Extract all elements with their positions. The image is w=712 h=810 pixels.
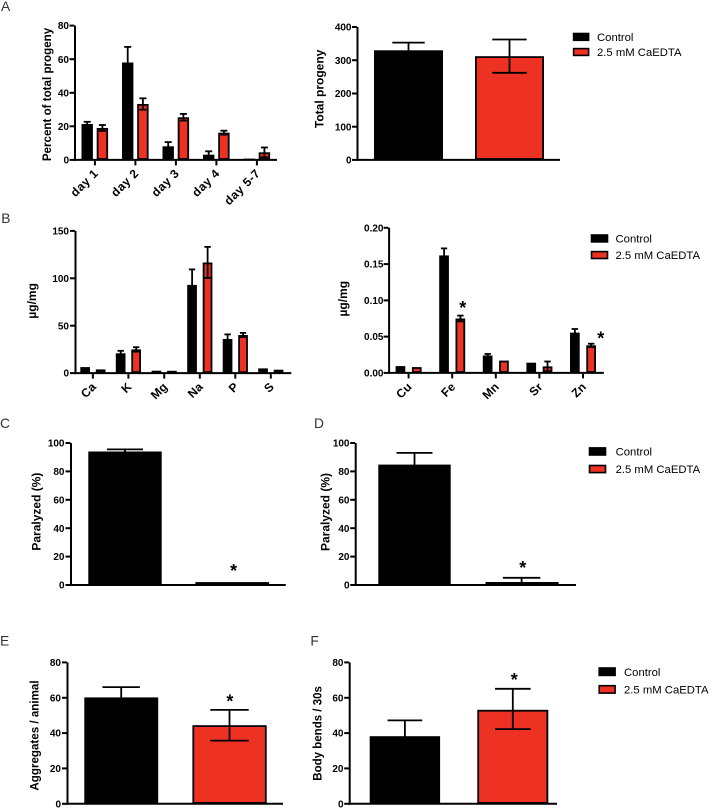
svg-text:40: 40: [58, 88, 70, 99]
svg-text:20: 20: [50, 764, 62, 775]
svg-text:50: 50: [58, 321, 70, 332]
svg-text:Control: Control: [616, 447, 652, 459]
svg-text:40: 40: [53, 524, 65, 535]
svg-text:100: 100: [333, 439, 350, 450]
svg-text:300: 300: [335, 56, 352, 67]
svg-text:2.5 mM CaEDTA: 2.5 mM CaEDTA: [616, 250, 701, 262]
svg-text:Paralyzed (%): Paralyzed (%): [30, 473, 44, 551]
svg-text:20: 20: [58, 122, 70, 133]
svg-text:Total progeny: Total progeny: [313, 49, 327, 128]
svg-text:60: 60: [50, 693, 62, 704]
svg-text:200: 200: [335, 89, 352, 100]
svg-text:60: 60: [58, 55, 70, 66]
svg-text:60: 60: [338, 495, 350, 506]
svg-text:*: *: [459, 298, 466, 318]
svg-text:µg/mg: µg/mg: [336, 281, 350, 317]
svg-text:Aggregates / animal: Aggregates / animal: [28, 680, 41, 790]
svg-text:Body bends / 30s: Body bends / 30s: [312, 686, 324, 781]
svg-text:0.20: 0.20: [364, 223, 384, 234]
svg-text:µg/mg: µg/mg: [25, 283, 39, 319]
svg-text:A: A: [1, 0, 11, 14]
svg-text:150: 150: [52, 227, 69, 238]
svg-text:20: 20: [332, 764, 344, 775]
svg-text:D: D: [314, 416, 324, 431]
svg-text:0.00: 0.00: [364, 369, 384, 380]
svg-text:400: 400: [335, 23, 352, 34]
svg-text:B: B: [1, 211, 10, 226]
svg-text:20: 20: [53, 552, 65, 563]
svg-text:C: C: [0, 416, 10, 431]
svg-text:*: *: [597, 328, 604, 348]
svg-text:60: 60: [332, 693, 344, 704]
svg-text:80: 80: [58, 21, 70, 32]
svg-text:0.15: 0.15: [364, 260, 384, 271]
svg-text:Control: Control: [616, 234, 652, 246]
svg-text:2.5 mM CaEDTA: 2.5 mM CaEDTA: [616, 464, 701, 476]
svg-text:40: 40: [50, 729, 62, 740]
svg-text:0: 0: [344, 581, 350, 592]
svg-text:0: 0: [59, 581, 65, 592]
svg-text:0: 0: [63, 156, 69, 167]
svg-text:*: *: [519, 558, 526, 578]
svg-text:80: 80: [338, 467, 350, 478]
svg-text:F: F: [310, 633, 318, 648]
svg-text:*: *: [511, 670, 518, 690]
svg-text:100: 100: [335, 122, 352, 133]
svg-text:Percent of total progeny: Percent of total progeny: [41, 27, 54, 161]
svg-text:0: 0: [338, 799, 344, 810]
svg-text:Control: Control: [624, 667, 660, 679]
svg-text:0.10: 0.10: [364, 296, 384, 307]
svg-text:100: 100: [48, 439, 65, 450]
svg-text:80: 80: [332, 658, 344, 669]
svg-text:*: *: [226, 691, 233, 711]
svg-text:0: 0: [63, 369, 69, 380]
svg-text:0: 0: [346, 156, 352, 167]
svg-text:80: 80: [53, 467, 65, 478]
svg-text:20: 20: [338, 552, 350, 563]
svg-text:40: 40: [338, 524, 350, 535]
svg-text:0.05: 0.05: [364, 332, 384, 343]
svg-text:2.5 mM CaEDTA: 2.5 mM CaEDTA: [597, 47, 682, 59]
svg-text:80: 80: [50, 658, 62, 669]
svg-text:Paralyzed (%): Paralyzed (%): [318, 473, 332, 551]
svg-text:2.5 mM CaEDTA: 2.5 mM CaEDTA: [624, 685, 709, 697]
svg-text:40: 40: [332, 729, 344, 740]
svg-text:Control: Control: [597, 32, 633, 44]
svg-text:60: 60: [53, 495, 65, 506]
svg-text:0: 0: [55, 799, 61, 810]
svg-text:*: *: [230, 561, 237, 581]
svg-text:E: E: [0, 633, 9, 648]
svg-text:100: 100: [52, 274, 69, 285]
